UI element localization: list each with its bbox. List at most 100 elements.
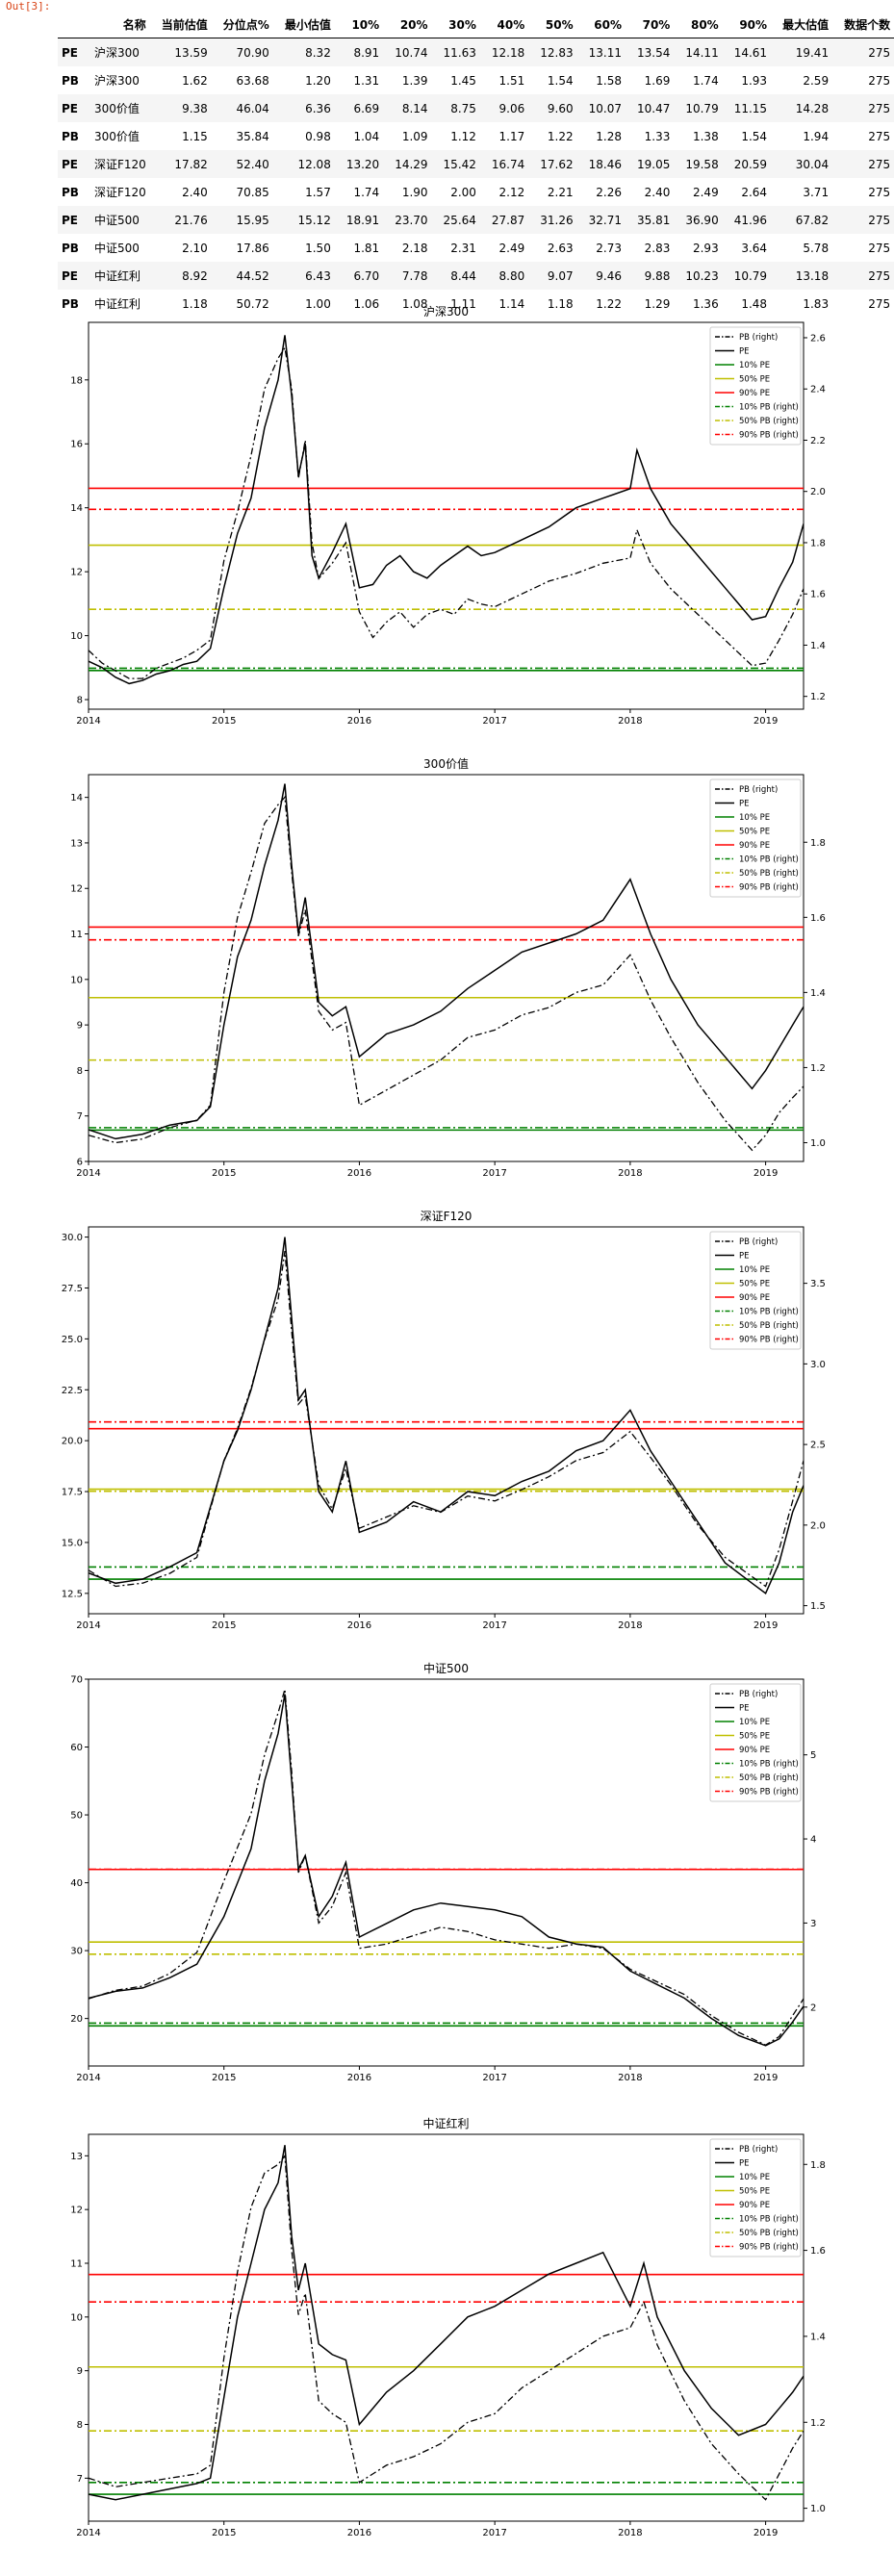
legend-label: 90% PE: [739, 389, 770, 398]
table-row: PE 中证红利 8.92 44.52 6.43 6.70 7.78 8.44 8.80 9.07 9…: [58, 262, 894, 290]
table-cell: 中证500: [93, 242, 140, 255]
table-cell: 70.85: [236, 185, 269, 199]
table-cell: 6.43: [276, 262, 339, 290]
table-cell: 1.22: [547, 129, 574, 143]
table-cell: 2.00: [450, 185, 476, 199]
table-cell: 70.90: [215, 38, 277, 66]
table-cell: 2.63: [547, 241, 574, 255]
plot-frame: [88, 2133, 805, 2522]
pe-series-line: [89, 783, 804, 1140]
table-cell: 14.28: [775, 94, 837, 122]
table-cell: 1.62: [182, 73, 208, 88]
y-right-tick-label: 1.8: [810, 538, 826, 548]
x-tick-label: 2017: [482, 1168, 506, 1179]
legend-label: PB (right): [739, 1237, 778, 1247]
table-cell: 沪深300: [86, 38, 154, 66]
pb-series-line: [89, 345, 804, 679]
table-cell: 6.36: [276, 94, 339, 122]
y-right-tick-label: 3.0: [810, 1360, 826, 1370]
y-right-tick-label: 2.4: [810, 385, 826, 395]
plot-area: [89, 335, 804, 685]
legend-box: [709, 1683, 802, 1802]
y-left-tick-label: 30.0: [62, 1233, 83, 1243]
row-index: PB: [62, 129, 79, 143]
y-right-tick-label: 1.6: [810, 590, 826, 600]
table-cell: 44.52: [215, 262, 277, 290]
table-cell: 41.96: [726, 206, 776, 234]
row-index: PB: [62, 185, 79, 199]
row-index: PE: [58, 94, 87, 122]
table-header-row: 名称 当前估值 分位点% 最小估值 10% 20% 30% 40% 50% 60% 70% 80% 90…: [58, 12, 894, 38]
y-left-tick-label: 70: [70, 1675, 83, 1686]
table-cell: 8.44: [435, 262, 484, 290]
table-cell: 11.15: [726, 94, 776, 122]
column-header: 数据个数: [844, 18, 891, 32]
legend-label: 50% PE: [739, 1732, 770, 1742]
table-cell: 8.14: [387, 94, 436, 122]
table-cell: 1.06: [353, 296, 380, 311]
chart-svg: 中证500 2014 2015 2016 2017 2018 2019 20 30 40 50 60 7…: [70, 1661, 816, 2083]
y-right-tick-label: 1.8: [810, 2160, 826, 2171]
x-tick-label: 2016: [347, 1620, 371, 1631]
table-cell: 8.80: [483, 262, 533, 290]
table-cell: 275: [868, 185, 891, 199]
legend-label: 10% PE: [739, 1265, 770, 1275]
table-cell: 8.32: [276, 38, 339, 66]
y-left-tick-label: 10: [70, 631, 83, 642]
y-right-tick-label: 5: [810, 1750, 816, 1761]
table-cell: 10.47: [628, 94, 678, 122]
table-cell: 1.54: [741, 129, 768, 143]
valuation-table: 名称 当前估值 分位点% 最小估值 10% 20% 30% 40% 50% 60% 70% 80% 90…: [58, 12, 894, 318]
table-cell: 1.22: [596, 296, 622, 311]
y-right-tick-label: 1.2: [810, 692, 826, 702]
table-cell: 15.42: [435, 150, 484, 178]
column-header: 最小估值: [284, 18, 331, 32]
chart-svg: 沪深300 2014 2015 2016 2017 2018 2019 8 10 12 14 16 18…: [70, 305, 826, 727]
y-left-tick-label: 50: [70, 1811, 83, 1822]
table-cell: 10.79: [677, 94, 727, 122]
table-cell: 17.82: [153, 150, 216, 178]
column-header: 30%: [448, 17, 476, 32]
legend-label: 50% PE: [739, 2187, 770, 2197]
y-left-tick-label: 12: [70, 568, 83, 578]
index-header: [58, 12, 87, 38]
chart-title: 中证红利: [422, 2116, 469, 2130]
legend-box: [709, 778, 802, 898]
legend-label: 90% PB (right): [739, 883, 799, 893]
table-cell: 32.71: [580, 206, 629, 234]
column-header: 20%: [399, 17, 428, 32]
x-tick-label: 2018: [618, 1168, 642, 1179]
pb-series-line: [89, 2154, 804, 2501]
table-cell: 300价值: [86, 94, 154, 122]
valuation-chart: 深证F120 2014 2015 2016 2017 2018 2019 12.5 15.0 17…: [0, 1208, 894, 1646]
legend-label: 90% PB (right): [739, 1788, 799, 1798]
plot-frame: [88, 1226, 805, 1615]
y-right-tick-label: 3: [810, 1919, 816, 1929]
legend-label: 90% PB (right): [739, 1336, 799, 1345]
table-cell: 19.58: [677, 150, 727, 178]
table-cell: 2.73: [596, 241, 622, 255]
plot-area: [89, 1237, 804, 1594]
table-cell: 275: [868, 296, 891, 311]
y-right-tick-label: 2.0: [810, 1520, 826, 1531]
x-tick-label: 2017: [482, 2528, 506, 2538]
y-right-tick-label: 1.5: [810, 1601, 826, 1612]
row-index: PE: [58, 262, 87, 290]
table-cell: 9.06: [483, 94, 533, 122]
legend-label: 90% PE: [739, 1293, 770, 1303]
y-left-tick-label: 8: [77, 2420, 83, 2431]
table-cell: 9.88: [628, 262, 678, 290]
column-header: 60%: [594, 17, 622, 32]
table-cell: 275: [836, 38, 894, 66]
row-index: PB: [62, 241, 79, 255]
table-cell: 1.29: [644, 296, 671, 311]
row-index: PE: [58, 150, 87, 178]
table-cell: 19.05: [628, 150, 678, 178]
table-cell: 50.72: [236, 296, 269, 311]
x-tick-label: 2018: [618, 716, 642, 727]
table-cell: 67.82: [775, 206, 837, 234]
chart-svg: 中证红利 2014 2015 2016 2017 2018 2019 7 8 9 10 11 12 13 1…: [70, 2116, 826, 2538]
y-left-tick-label: 10: [70, 975, 83, 985]
x-tick-label: 2014: [76, 716, 100, 727]
valuation-chart: 沪深300 2014 2015 2016 2017 2018 2019 8 10 12 14 16 18…: [0, 303, 894, 742]
